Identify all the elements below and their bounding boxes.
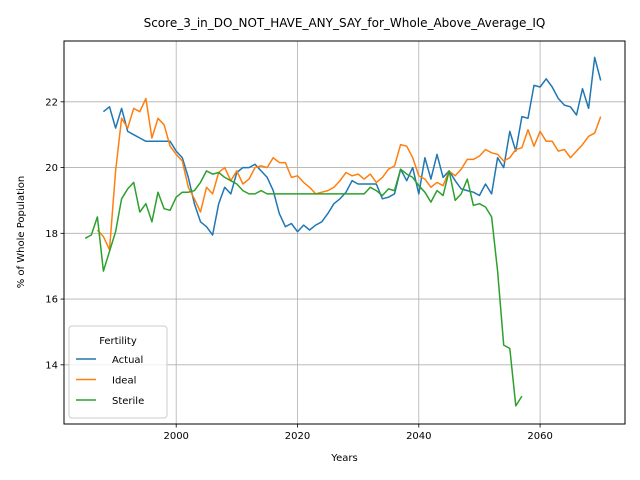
x-axis-label: Years — [330, 453, 357, 464]
y-tick-label: 18 — [45, 229, 58, 240]
series-line-ideal — [96, 97, 602, 251]
legend: Fertility Actual Ideal Sterile — [68, 325, 168, 419]
y-tick-label: 14 — [45, 360, 58, 371]
legend-label-ideal: Ideal — [112, 376, 136, 387]
grid — [64, 41, 625, 424]
x-tick-label: 2040 — [406, 431, 431, 442]
legend-label-actual: Actual — [112, 355, 143, 366]
chart-title: Score_3_in_DO_NOT_HAVE_ANY_SAY_for_Whole… — [144, 16, 546, 30]
y-tick-label: 16 — [45, 295, 58, 306]
y-axis-label: % of Whole Population — [16, 176, 27, 289]
legend-box — [68, 325, 168, 419]
x-tick-label: 2000 — [163, 431, 188, 442]
x-tick-label: 2060 — [527, 431, 552, 442]
legend-items: Actual Ideal Sterile — [76, 355, 144, 407]
legend-label-sterile: Sterile — [112, 396, 144, 407]
series-lines — [84, 56, 602, 407]
plot-frame — [63, 40, 626, 425]
series-line-actual — [102, 56, 602, 236]
ticks: 2000 2020 2040 2060 14 16 18 20 22 — [45, 97, 553, 442]
series-line-sterile — [84, 168, 523, 407]
y-tick-label: 20 — [45, 163, 58, 174]
legend-title: Fertility — [99, 336, 137, 347]
y-tick-label: 22 — [45, 97, 58, 108]
x-tick-label: 2020 — [285, 431, 310, 442]
